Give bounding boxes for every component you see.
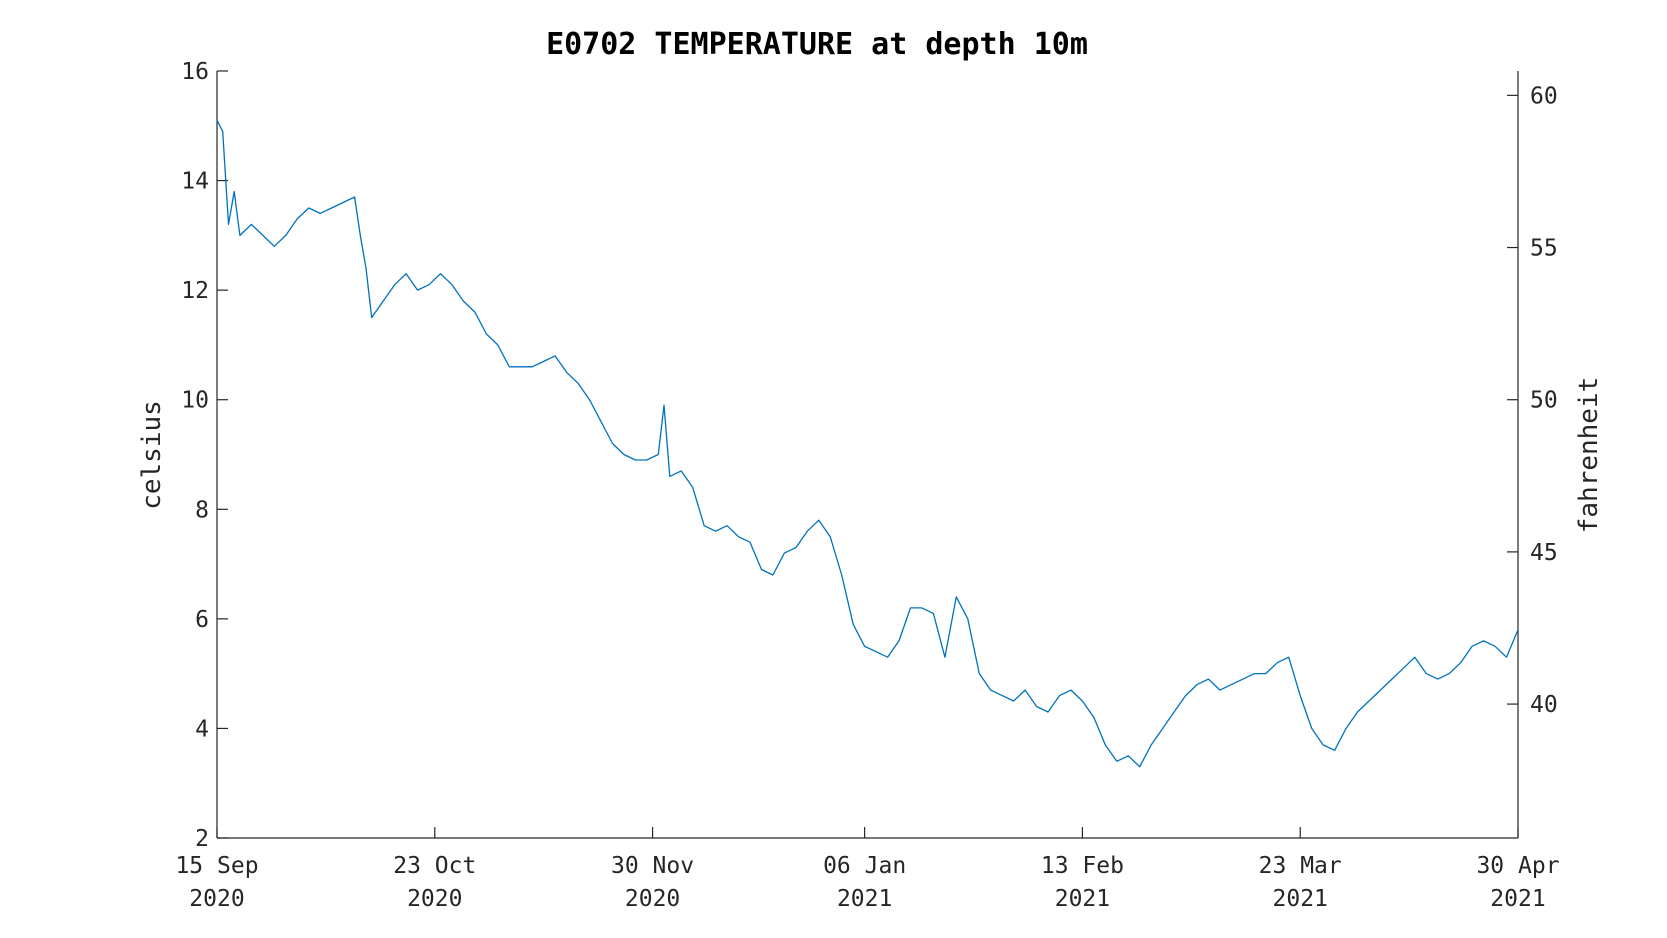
- y-tick-label: 12: [181, 278, 209, 304]
- x-tick-label-day: 06 Jan: [823, 853, 906, 879]
- y2-axis-ticks: 40 45 50 55 60: [1507, 83, 1558, 718]
- x-tick-label-day: 15 Sep: [175, 853, 258, 879]
- y-tick-label: 14: [181, 169, 209, 195]
- x-tick-label-day: 23 Mar: [1259, 853, 1342, 879]
- x-tick-label-year: 2020: [407, 886, 462, 912]
- x-tick-label-year: 2021: [837, 886, 892, 912]
- x-tick-label-year: 2021: [1273, 886, 1328, 912]
- x-tick-label-year: 2020: [189, 886, 244, 912]
- y2-tick-label: 50: [1530, 388, 1558, 414]
- y2-axis-label: fahrenheit: [1574, 377, 1604, 534]
- y-tick-label: 6: [195, 607, 209, 633]
- x-tick-label-year: 2021: [1055, 886, 1110, 912]
- y-axis-label: celsius: [137, 400, 167, 510]
- y-tick-label: 2: [195, 826, 209, 852]
- y2-tick-label: 45: [1530, 540, 1558, 566]
- y-tick-label: 10: [181, 388, 209, 414]
- y-tick-label: 16: [181, 59, 209, 85]
- y-axis-ticks: 2 4 6 8 10 12 14 16: [181, 59, 228, 852]
- x-axis-ticks: 15 Sep 2020 23 Oct 2020 30 Nov 2020 06 Jan 2021…: [175, 827, 1560, 912]
- y-tick-label: 4: [195, 716, 209, 742]
- x-tick-label-day: 30 Apr: [1476, 853, 1559, 879]
- x-tick-label-day: 23 Oct: [393, 853, 476, 879]
- plot-frame: [216, 71, 1519, 839]
- x-tick-label-year: 2020: [625, 886, 680, 912]
- y2-tick-label: 60: [1530, 83, 1558, 109]
- y-tick-label: 8: [195, 497, 209, 523]
- y2-tick-label: 55: [1530, 236, 1558, 262]
- x-tick-label-year: 2021: [1490, 886, 1545, 912]
- chart-title: E0702 TEMPERATURE at depth 10m: [546, 27, 1088, 62]
- temperature-series-line: [216, 120, 1519, 768]
- x-tick-label-day: 30 Nov: [611, 853, 694, 879]
- x-tick-label-day: 13 Feb: [1041, 853, 1124, 879]
- y2-tick-label: 40: [1530, 692, 1558, 718]
